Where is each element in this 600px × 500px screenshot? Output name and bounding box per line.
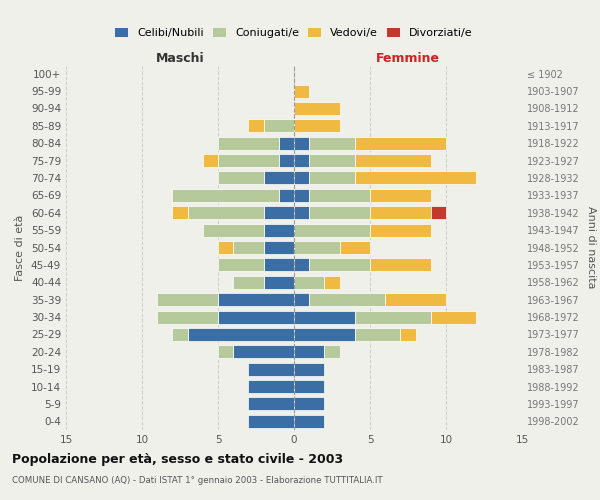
Bar [248, 415, 294, 428]
Bar [248, 120, 263, 132]
Bar [400, 328, 416, 341]
Text: Maschi: Maschi [155, 52, 205, 65]
Bar [325, 346, 340, 358]
Bar [355, 154, 431, 167]
Bar [385, 293, 446, 306]
Bar [263, 172, 294, 184]
Y-axis label: Fasce di età: Fasce di età [16, 214, 25, 280]
Bar [294, 258, 309, 272]
Bar [325, 276, 340, 289]
Bar [294, 276, 325, 289]
Bar [248, 398, 294, 410]
Bar [309, 293, 385, 306]
Bar [294, 362, 325, 376]
Bar [218, 258, 263, 272]
Bar [294, 84, 309, 98]
Bar [355, 172, 476, 184]
Bar [203, 154, 218, 167]
Bar [218, 154, 279, 167]
Bar [370, 189, 431, 202]
Text: Femmine: Femmine [376, 52, 440, 65]
Bar [431, 206, 446, 220]
Bar [279, 136, 294, 149]
Bar [218, 293, 294, 306]
Bar [263, 276, 294, 289]
Bar [294, 172, 309, 184]
Bar [218, 136, 279, 149]
Bar [309, 154, 355, 167]
Bar [263, 224, 294, 236]
Bar [218, 241, 233, 254]
Bar [294, 310, 355, 324]
Bar [233, 276, 263, 289]
Text: COMUNE DI CANSANO (AQ) - Dati ISTAT 1° gennaio 2003 - Elaborazione TUTTITALIA.IT: COMUNE DI CANSANO (AQ) - Dati ISTAT 1° g… [12, 476, 383, 485]
Bar [294, 206, 309, 220]
Bar [263, 241, 294, 254]
Bar [188, 328, 294, 341]
Bar [279, 189, 294, 202]
Bar [172, 328, 188, 341]
Bar [355, 136, 446, 149]
Bar [263, 206, 294, 220]
Bar [355, 328, 400, 341]
Y-axis label: Anni di nascita: Anni di nascita [586, 206, 596, 289]
Bar [233, 346, 294, 358]
Bar [370, 224, 431, 236]
Bar [309, 172, 355, 184]
Bar [172, 189, 279, 202]
Legend: Celibi/Nubili, Coniugati/e, Vedovi/e, Divorziati/e: Celibi/Nubili, Coniugati/e, Vedovi/e, Di… [111, 23, 477, 43]
Bar [309, 136, 355, 149]
Bar [157, 293, 218, 306]
Bar [172, 206, 188, 220]
Bar [188, 206, 263, 220]
Bar [431, 310, 476, 324]
Bar [340, 241, 370, 254]
Bar [263, 258, 294, 272]
Bar [294, 154, 309, 167]
Text: Popolazione per età, sesso e stato civile - 2003: Popolazione per età, sesso e stato civil… [12, 452, 343, 466]
Bar [203, 224, 263, 236]
Bar [294, 241, 340, 254]
Bar [294, 346, 325, 358]
Bar [355, 310, 431, 324]
Bar [294, 398, 325, 410]
Bar [294, 224, 370, 236]
Bar [370, 258, 431, 272]
Bar [218, 310, 294, 324]
Bar [157, 310, 218, 324]
Bar [294, 120, 340, 132]
Bar [309, 206, 370, 220]
Bar [294, 380, 325, 393]
Bar [294, 189, 309, 202]
Bar [218, 346, 233, 358]
Bar [294, 293, 309, 306]
Bar [370, 206, 431, 220]
Bar [248, 380, 294, 393]
Bar [294, 328, 355, 341]
Bar [309, 258, 370, 272]
Bar [263, 120, 294, 132]
Bar [233, 241, 263, 254]
Bar [294, 102, 340, 115]
Bar [218, 172, 263, 184]
Bar [294, 136, 309, 149]
Bar [294, 415, 325, 428]
Bar [309, 189, 370, 202]
Bar [248, 362, 294, 376]
Bar [279, 154, 294, 167]
